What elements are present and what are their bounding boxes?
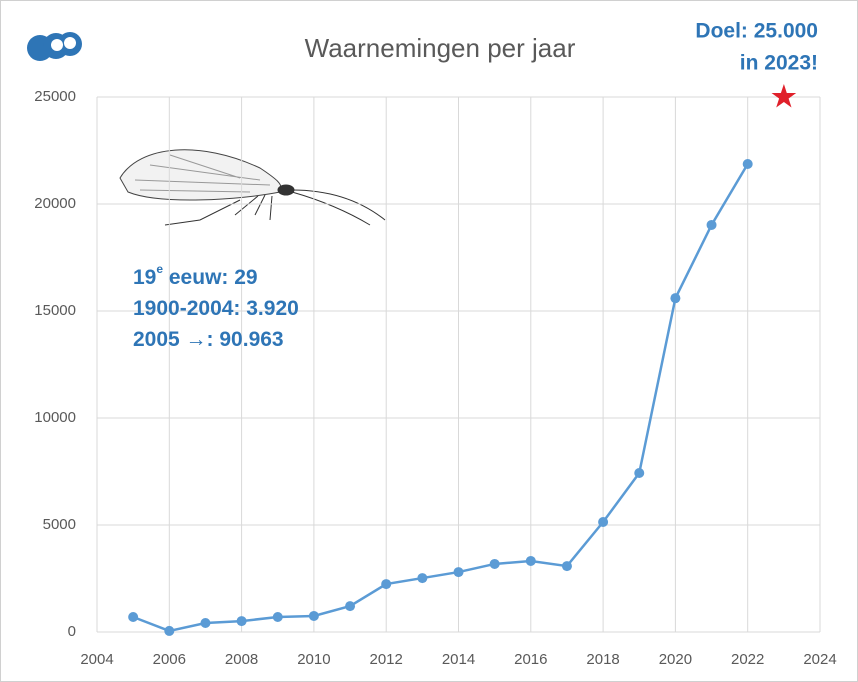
chart-title: Waarnemingen per jaar <box>305 33 576 63</box>
point <box>273 612 283 622</box>
x-tick-label: 2018 <box>586 651 619 668</box>
x-tick-label: 2020 <box>659 651 692 668</box>
x-tick-label: 2008 <box>225 651 258 668</box>
annotation-part: 1900-2004: 3.920 <box>133 297 299 320</box>
point <box>237 616 247 626</box>
y-tick-label: 10000 <box>34 409 76 426</box>
point <box>598 517 608 527</box>
point <box>670 293 680 303</box>
goal-label: Doel: 25.000 <box>695 20 818 43</box>
point <box>526 556 536 566</box>
x-tick-label: 2014 <box>442 651 475 668</box>
goal-label: in 2023! <box>740 52 818 75</box>
x-tick-label: 2006 <box>153 651 186 668</box>
point <box>309 611 319 621</box>
x-tick-label: 2004 <box>80 651 113 668</box>
x-tick-label: 2012 <box>370 651 403 668</box>
point <box>562 561 572 571</box>
y-tick-label: 20000 <box>34 195 76 212</box>
x-tick-label: 2016 <box>514 651 547 668</box>
annotation-part: eeuw: 29 <box>163 266 258 289</box>
point <box>634 468 644 478</box>
point <box>490 559 500 569</box>
point <box>200 618 210 628</box>
frame <box>1 1 858 682</box>
point <box>417 573 427 583</box>
annotation-part: 2005 →: 90.963 <box>133 328 284 351</box>
x-tick-label: 2022 <box>731 651 764 668</box>
point <box>345 601 355 611</box>
point <box>164 626 174 636</box>
annotation: 1900-2004: 3.920 <box>133 297 299 320</box>
y-tick-label: 0 <box>68 623 76 640</box>
x-tick-label: 2010 <box>297 651 330 668</box>
y-tick-label: 15000 <box>34 302 76 319</box>
annotation-part: 19 <box>133 266 156 289</box>
annotation: 2005 →: 90.963 <box>133 328 284 351</box>
x-tick-label: 2024 <box>803 651 836 668</box>
point <box>743 159 753 169</box>
y-tick-label: 5000 <box>43 516 76 533</box>
chart: Waarnemingen per jaar 0 5000 10000 15000 200… <box>0 0 858 682</box>
annotation: 19e eeuw: 29 <box>133 262 258 288</box>
point <box>381 579 391 589</box>
y-tick-label: 25000 <box>34 88 76 105</box>
point <box>454 567 464 577</box>
point <box>707 220 717 230</box>
point <box>128 612 138 622</box>
